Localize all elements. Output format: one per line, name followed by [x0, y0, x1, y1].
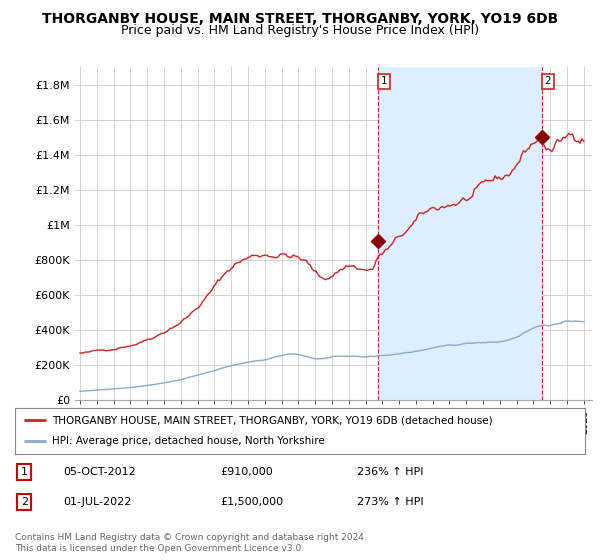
Text: 01-JUL-2022: 01-JUL-2022 [64, 497, 132, 507]
Text: Price paid vs. HM Land Registry's House Price Index (HPI): Price paid vs. HM Land Registry's House … [121, 24, 479, 37]
Text: 1: 1 [381, 76, 388, 86]
Text: THORGANBY HOUSE, MAIN STREET, THORGANBY, YORK, YO19 6DB: THORGANBY HOUSE, MAIN STREET, THORGANBY,… [42, 12, 558, 26]
Text: £1,500,000: £1,500,000 [220, 497, 283, 507]
Text: Contains HM Land Registry data © Crown copyright and database right 2024.
This d: Contains HM Land Registry data © Crown c… [15, 533, 367, 553]
Text: 05-OCT-2012: 05-OCT-2012 [64, 467, 136, 477]
Text: £910,000: £910,000 [220, 467, 273, 477]
Text: 2: 2 [544, 76, 551, 86]
Bar [379, 67, 542, 400]
Text: 236% ↑ HPI: 236% ↑ HPI [357, 467, 424, 477]
Text: HPI: Average price, detached house, North Yorkshire: HPI: Average price, detached house, Nort… [52, 436, 325, 446]
Text: 1: 1 [20, 467, 28, 477]
Text: 273% ↑ HPI: 273% ↑ HPI [357, 497, 424, 507]
Text: THORGANBY HOUSE, MAIN STREET, THORGANBY, YORK, YO19 6DB (detached house): THORGANBY HOUSE, MAIN STREET, THORGANBY,… [52, 415, 493, 425]
Text: 2: 2 [20, 497, 28, 507]
